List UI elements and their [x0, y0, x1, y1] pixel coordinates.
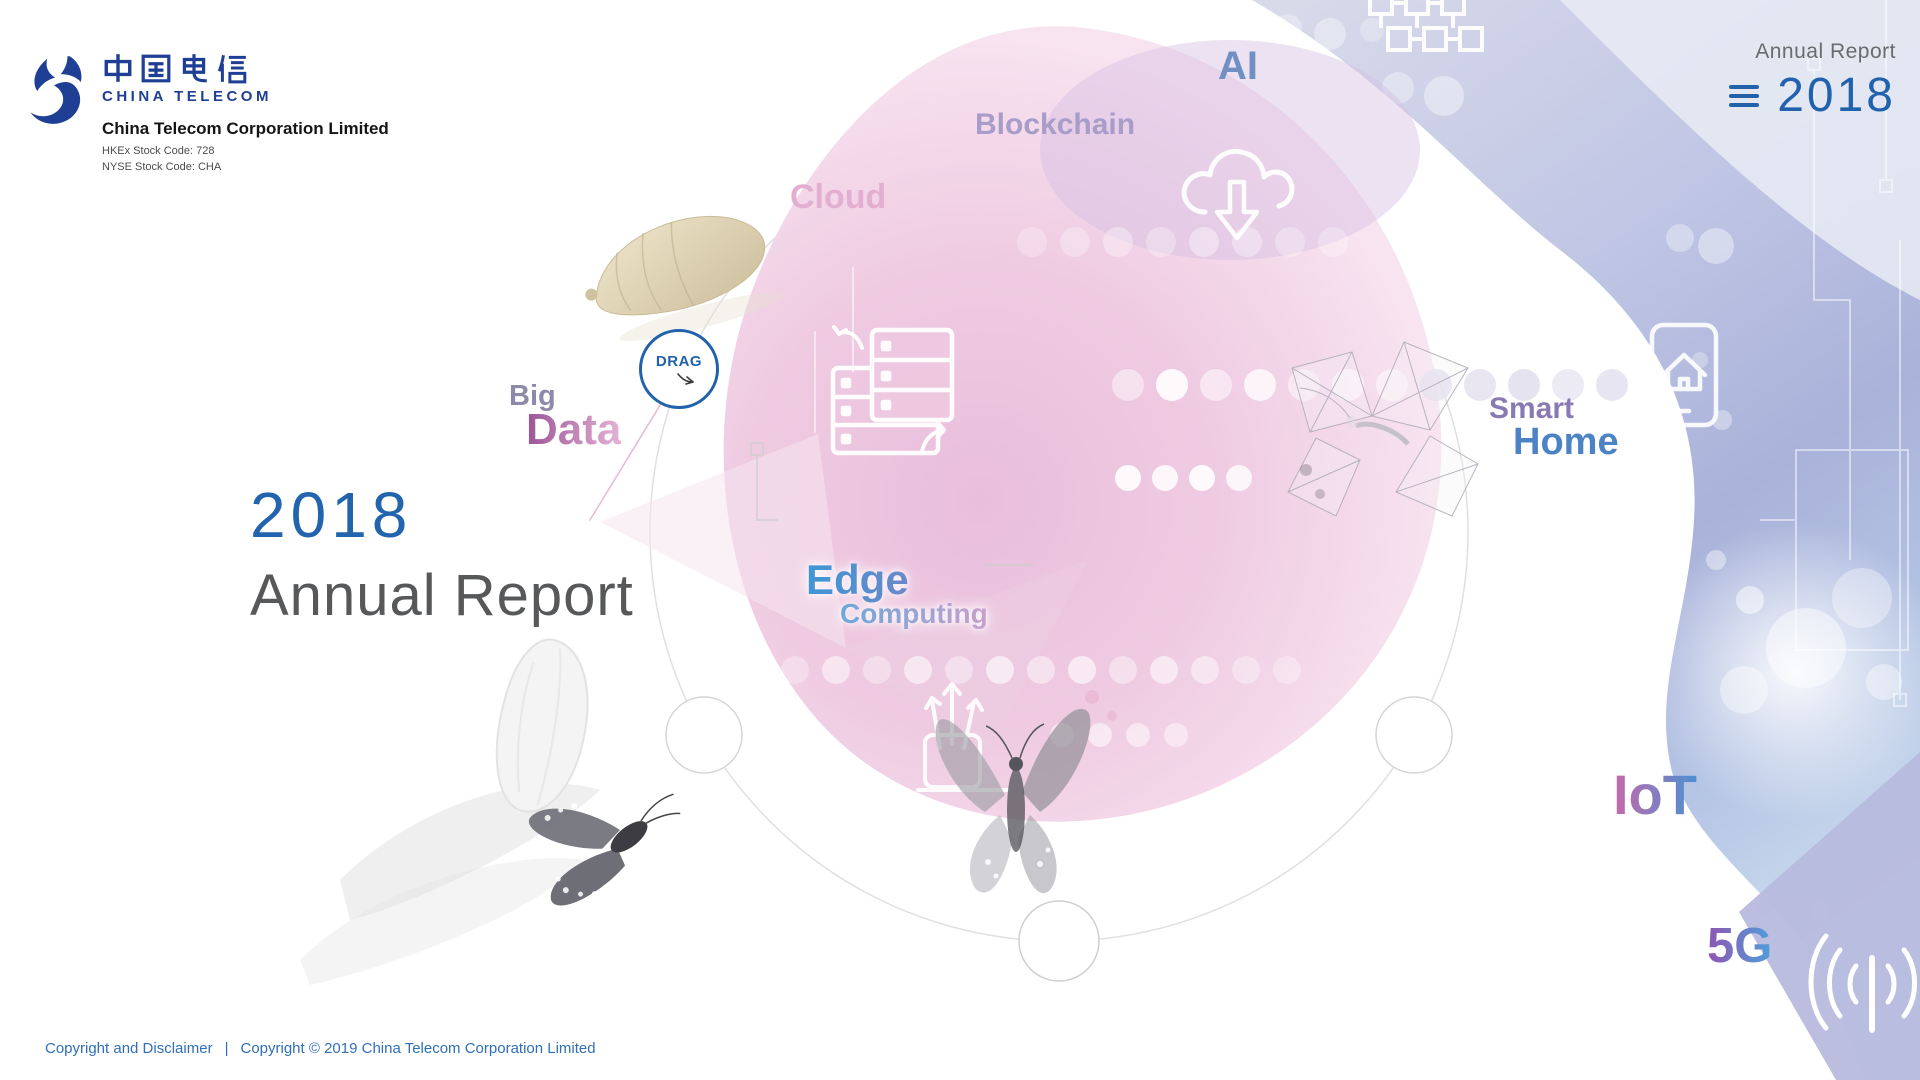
lens-flare [1645, 522, 1920, 822]
hero-title: Annual Report [250, 563, 634, 628]
orbit-node-right[interactable] [1375, 696, 1453, 774]
china-telecom-logo-icon [30, 56, 82, 124]
keyword-big: Big [509, 380, 556, 412]
keyword-5g: 5G [1707, 919, 1773, 973]
header-right: Annual Report 2018 [1727, 40, 1896, 123]
logo-english-text: CHINA TELECOM [102, 88, 272, 105]
keyword-big-data: Big Data [509, 380, 621, 455]
phone-home-icon [1649, 322, 1719, 428]
server-stack-icon [830, 325, 955, 456]
stock-code-nyse: NYSE Stock Code: CHA [102, 160, 222, 173]
cocoon-butterfly-illustration [300, 638, 681, 985]
logo-chinese-text [102, 50, 389, 86]
keyword-edge: Edge [806, 556, 988, 604]
footer-separator: | [224, 1040, 229, 1057]
cursor-icon [677, 372, 694, 385]
orbit-node-left[interactable] [665, 696, 743, 774]
glyph-zhong [104, 54, 132, 82]
header-year: 2018 [1777, 69, 1896, 122]
keyword-data: Data [526, 405, 622, 454]
glyph-xin [217, 54, 247, 84]
wireframe-butterfly-illustration [1287, 341, 1479, 517]
keyword-smart-home: Smart Home [1489, 392, 1619, 464]
orbit-node-bottom[interactable] [1018, 900, 1100, 982]
keyword-edge-computing: Edge Computing [806, 556, 988, 630]
antenna-icon [1808, 933, 1917, 1033]
facet-wedge-2 [846, 560, 1088, 760]
blockchain-grid-icon [1368, 0, 1484, 52]
keyword-blockchain: Blockchain [975, 108, 1136, 141]
glyph-guo [141, 54, 171, 83]
glyph-dian [182, 54, 207, 83]
stock-code-hkex: HKEx Stock Code: 728 [102, 145, 215, 157]
cloud-download-icon [1181, 148, 1295, 241]
keyword-home: Home [1513, 421, 1619, 463]
chrysalis-illustration [585, 216, 784, 342]
keyword-computing: Computing [840, 598, 988, 629]
hero-title-block: 2018 Annual Report [250, 478, 634, 629]
copyright-text: Copyright © 2019 China Telecom Corporati… [240, 1040, 596, 1057]
keyword-iot: IoT [1613, 763, 1697, 826]
footer: Copyright and Disclaimer | Copyright © 2… [45, 1040, 596, 1057]
hero-year: 2018 [250, 479, 413, 551]
facet-wedge-1 [600, 434, 846, 648]
decorative-lines [589, 267, 1033, 566]
keyword-cloud: Cloud [790, 178, 887, 216]
drag-button-label: DRAG [655, 352, 703, 370]
brand-block: CHINA TELECOM China Telecom Corporation … [18, 50, 389, 176]
company-name: China Telecom Corporation Limited [102, 119, 389, 138]
menu-icon[interactable] [1727, 83, 1761, 109]
pink-blob [723, 26, 1442, 822]
drag-button[interactable]: DRAG [639, 329, 719, 409]
keyword-smart: Smart [1489, 392, 1575, 425]
copyright-disclaimer-link[interactable]: Copyright and Disclaimer [45, 1040, 213, 1057]
header-report-label: Annual Report [1755, 40, 1896, 63]
keyword-ai: AI [1218, 44, 1258, 88]
top-right-light-overlay [1560, 0, 1920, 300]
stock-codes: HKEx Stock Code: 728 NYSE Stock Code: CH… [102, 144, 389, 176]
watercolor-butterfly-illustration [935, 708, 1091, 894]
